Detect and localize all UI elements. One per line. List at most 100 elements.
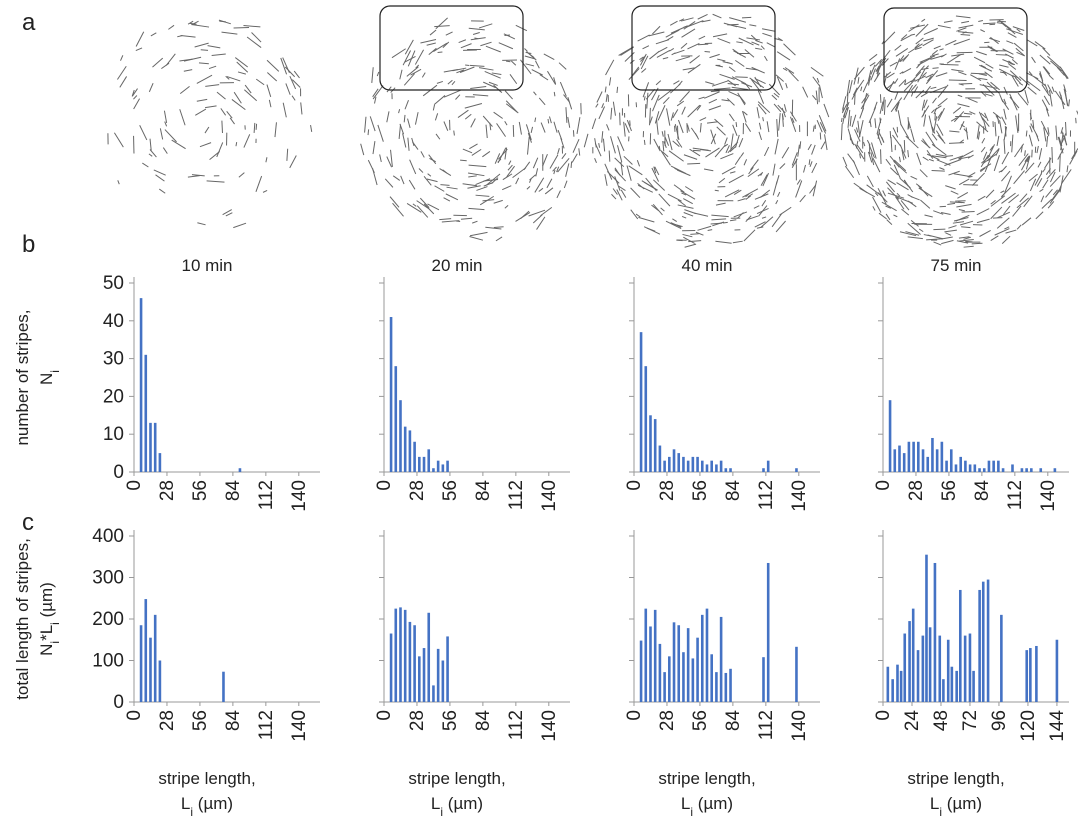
stripe-stroke (221, 108, 226, 115)
stripe-stroke (755, 40, 762, 43)
label-part: N (37, 644, 56, 656)
x-tick-label: 56 (440, 710, 461, 731)
stripe-stroke (641, 68, 646, 72)
stripe-stroke (919, 188, 932, 197)
stripe-stroke (161, 63, 169, 68)
stripe-stroke (429, 48, 437, 54)
stripe-stroke (772, 214, 781, 227)
bar (654, 610, 657, 702)
stripe-stroke (761, 46, 764, 50)
bar (893, 449, 896, 472)
stripe-stroke (937, 160, 951, 165)
stripe-stroke (638, 183, 645, 189)
bar (399, 607, 402, 702)
stripe-stroke (476, 195, 490, 196)
stripe-stroke (711, 219, 726, 220)
bar (767, 563, 770, 702)
stripe-stroke (778, 192, 780, 197)
stripe-stroke (603, 139, 604, 152)
stripe-stroke (920, 200, 930, 208)
stripe-stroke (609, 77, 610, 85)
stripe-stroke (725, 138, 728, 145)
stripe-stroke (1022, 218, 1031, 225)
chart-title: 75 min (930, 256, 981, 275)
stripe-stroke (757, 208, 769, 213)
stripe-stroke (548, 119, 549, 123)
stripe-stroke (864, 142, 865, 146)
stripe-stroke (222, 32, 238, 34)
stripe-stroke (859, 120, 863, 137)
stripe-stroke (890, 62, 897, 66)
stripe-stroke (424, 176, 431, 185)
stripe-stroke (468, 176, 476, 177)
bar (692, 658, 695, 702)
stripe-stroke (244, 134, 250, 147)
stripe-stroke (699, 97, 705, 99)
stripe-stroke (149, 83, 153, 92)
stripe-stroke (896, 48, 908, 56)
stripe-stroke (447, 187, 458, 189)
stripe-stroke (700, 118, 706, 121)
bar (239, 468, 242, 472)
label-part: (µm) (37, 582, 56, 622)
stripe-stroke (925, 215, 933, 217)
stripe-stroke (709, 106, 721, 110)
stripe-stroke (629, 166, 643, 175)
stripe-stroke (708, 230, 713, 231)
stripe-stroke (1004, 87, 1007, 95)
stripe-stroke (786, 83, 788, 88)
stripe-stroke (736, 122, 737, 127)
stripe-stroke (237, 62, 248, 72)
stripe-stroke (505, 205, 508, 208)
stripe-stroke (1003, 49, 1014, 54)
stripe-stroke (377, 72, 379, 76)
stripe-stroke (751, 35, 757, 41)
stripe-stroke (654, 139, 660, 151)
bar (925, 555, 928, 702)
stripe-stroke (994, 155, 999, 171)
stripe-stroke (798, 145, 800, 157)
stripe-stroke (1000, 120, 1002, 133)
x-tick-label: 56 (690, 710, 711, 731)
bar (729, 468, 732, 472)
stripe-stroke (843, 157, 847, 166)
stripe-stroke (874, 73, 880, 82)
stripe-stroke (727, 24, 738, 25)
y-axis-label: Ni (37, 370, 62, 385)
panel-label: a (22, 9, 36, 36)
stripe-stroke (1038, 162, 1041, 168)
stripe-stroke (524, 49, 527, 52)
x-axis-label: Li (µm) (181, 794, 233, 819)
x-tick-label: 84 (473, 480, 494, 502)
stripe-stroke (1036, 212, 1043, 219)
stripe-stroke (720, 154, 733, 159)
stripe-stroke (656, 40, 669, 44)
stripe-stroke (1052, 190, 1060, 201)
stripe-stroke (134, 99, 140, 109)
stripe-stroke (810, 161, 812, 167)
y-axis-label: Ni*Li (µm) (37, 582, 62, 656)
stripe-stroke (744, 230, 755, 241)
bar (659, 446, 662, 472)
stripe-stroke (711, 91, 720, 92)
stripe-stroke (715, 145, 725, 157)
stripe-stroke (999, 65, 1008, 67)
stripe-stroke (568, 97, 572, 109)
bar (896, 665, 899, 702)
stripe-stroke (361, 144, 364, 155)
bar (912, 609, 915, 702)
stripe-stroke (705, 82, 714, 85)
stripe-stroke (540, 75, 548, 80)
x-tick-label: 140 (789, 480, 810, 512)
bar (1035, 646, 1038, 702)
stripe-stroke (904, 180, 913, 192)
stripe-stroke (399, 125, 400, 139)
stripe-stroke (789, 71, 799, 81)
stripe-stroke (731, 134, 733, 149)
stripe-stroke (560, 82, 566, 96)
zoom-box (380, 6, 523, 90)
stripe-stroke (710, 54, 720, 57)
stripe-stroke (1040, 189, 1044, 191)
stripe-stroke (933, 98, 937, 103)
stripe-stroke (559, 63, 566, 70)
